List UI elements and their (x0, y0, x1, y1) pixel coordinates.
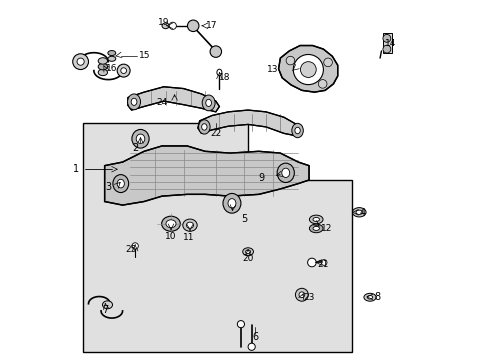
Ellipse shape (363, 293, 375, 301)
Ellipse shape (183, 219, 197, 231)
Text: 8: 8 (373, 292, 380, 302)
Ellipse shape (127, 94, 140, 110)
Text: 7: 7 (102, 305, 109, 315)
Ellipse shape (136, 134, 144, 143)
Polygon shape (128, 87, 219, 112)
Circle shape (300, 62, 316, 77)
Ellipse shape (382, 45, 390, 53)
Ellipse shape (186, 222, 193, 228)
Ellipse shape (309, 224, 323, 233)
Circle shape (77, 58, 84, 65)
Text: 22: 22 (210, 129, 221, 138)
Ellipse shape (98, 58, 107, 64)
Ellipse shape (277, 163, 294, 183)
Text: 2: 2 (132, 143, 138, 153)
Circle shape (295, 288, 308, 301)
Polygon shape (104, 146, 308, 205)
Ellipse shape (117, 179, 124, 188)
Circle shape (298, 292, 304, 298)
Ellipse shape (217, 69, 222, 76)
Ellipse shape (198, 120, 210, 134)
Ellipse shape (312, 217, 319, 221)
Circle shape (323, 58, 332, 67)
Text: 5: 5 (241, 215, 247, 224)
Text: 1: 1 (73, 164, 79, 174)
Polygon shape (83, 123, 351, 352)
Text: 20: 20 (242, 254, 253, 263)
Circle shape (237, 320, 244, 328)
Text: 25: 25 (125, 246, 137, 255)
Text: 21: 21 (317, 260, 328, 269)
Ellipse shape (281, 168, 289, 177)
Text: 19: 19 (158, 18, 169, 27)
Text: 14: 14 (384, 39, 395, 48)
Text: 17: 17 (205, 21, 217, 30)
Ellipse shape (355, 210, 362, 215)
Circle shape (318, 80, 326, 88)
Ellipse shape (242, 248, 253, 256)
Ellipse shape (201, 124, 206, 130)
Circle shape (187, 20, 199, 32)
Ellipse shape (245, 250, 250, 253)
Text: 24: 24 (156, 98, 167, 107)
Text: 23: 23 (303, 293, 314, 302)
Circle shape (321, 260, 326, 265)
Circle shape (132, 243, 138, 249)
Ellipse shape (132, 130, 149, 148)
Ellipse shape (227, 199, 235, 208)
Ellipse shape (162, 23, 169, 29)
Ellipse shape (382, 35, 390, 42)
Circle shape (73, 54, 88, 69)
Circle shape (210, 46, 221, 57)
Ellipse shape (131, 98, 137, 105)
Text: 4: 4 (359, 208, 366, 218)
Ellipse shape (189, 23, 195, 29)
Ellipse shape (108, 50, 116, 55)
Ellipse shape (291, 123, 303, 138)
Ellipse shape (102, 301, 112, 309)
Text: 15: 15 (139, 51, 150, 60)
Text: 16: 16 (106, 64, 117, 73)
Ellipse shape (202, 95, 215, 111)
Text: 18: 18 (219, 73, 230, 82)
Text: 6: 6 (252, 332, 258, 342)
Ellipse shape (205, 99, 211, 107)
Ellipse shape (223, 193, 241, 213)
Text: 10: 10 (164, 232, 176, 241)
Ellipse shape (165, 220, 176, 228)
Ellipse shape (98, 63, 107, 70)
Circle shape (285, 56, 294, 65)
Text: 11: 11 (183, 233, 194, 242)
Polygon shape (198, 110, 301, 136)
Ellipse shape (366, 296, 372, 299)
Ellipse shape (294, 127, 300, 134)
Ellipse shape (98, 69, 107, 76)
Text: 12: 12 (320, 224, 331, 233)
Text: 13: 13 (266, 65, 278, 74)
Ellipse shape (309, 215, 323, 224)
Circle shape (307, 258, 316, 267)
Circle shape (121, 68, 126, 73)
Circle shape (169, 22, 176, 30)
Ellipse shape (162, 216, 180, 231)
Ellipse shape (108, 56, 116, 61)
Circle shape (117, 64, 130, 77)
Bar (382, 33, 391, 53)
Text: 9: 9 (258, 173, 264, 183)
Circle shape (247, 343, 255, 350)
Ellipse shape (352, 208, 366, 217)
Polygon shape (278, 45, 337, 92)
Ellipse shape (113, 175, 128, 193)
Text: 3: 3 (105, 182, 111, 192)
Circle shape (293, 54, 323, 85)
Ellipse shape (312, 226, 319, 230)
